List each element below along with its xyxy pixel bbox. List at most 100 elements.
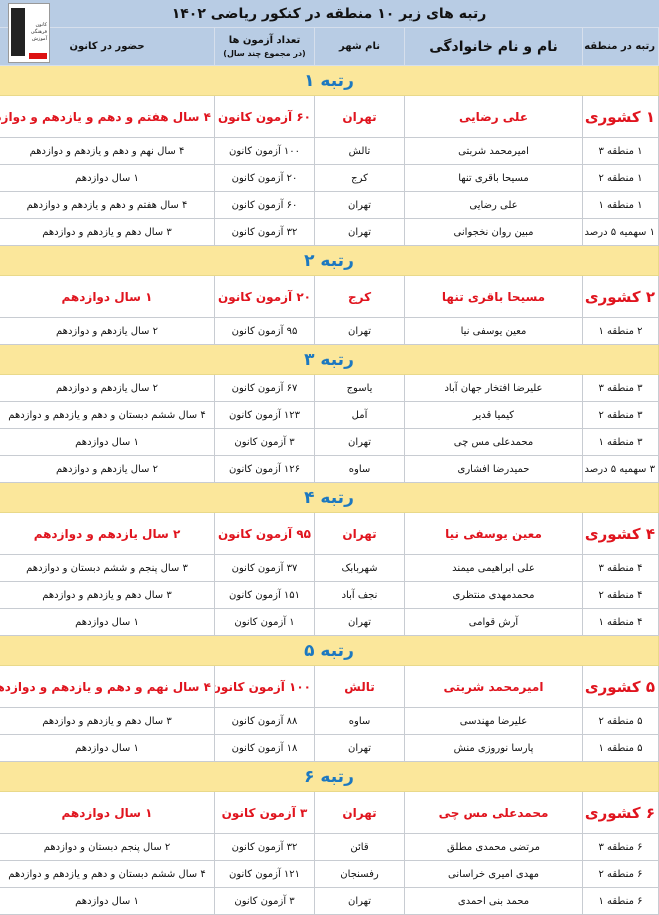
cell-rank: ۳ منطقه ۳ bbox=[582, 374, 659, 402]
cell-exams: ۳ آزمون کانون bbox=[214, 887, 315, 915]
cell-city: تهران bbox=[314, 317, 405, 345]
cell-attendance: ۳ سال دهم و یازدهم و دوازدهم bbox=[0, 218, 216, 246]
table-row: ۶ منطقه ۱ محمد بنی احمدی تهران ۳ آزمون کانو… bbox=[0, 887, 659, 915]
cell-exams: ۱۲۶ آزمون کانون bbox=[214, 455, 315, 483]
cell-rank: ۲ منطقه ۱ bbox=[582, 317, 659, 345]
cell-attendance: ۱ سال دوازدهم bbox=[0, 164, 216, 192]
cell-exams: ۱ آزمون کانون bbox=[214, 608, 315, 636]
cell-name: امیرمحمد شربتی bbox=[404, 137, 583, 165]
cell-name: علی ابراهیمی میمند bbox=[404, 554, 583, 582]
cell-city: تهران bbox=[314, 95, 405, 138]
cell-name: محمدعلی مس چی bbox=[404, 791, 583, 834]
rank-group-header: رتبه ۱ bbox=[0, 65, 659, 96]
cell-exams: ۳۲ آزمون کانون bbox=[214, 833, 315, 861]
table-row: ۱ منطقه ۲ مسیحا باقری تنها کرج ۲۰ آزمون کان… bbox=[0, 164, 659, 192]
cell-rank: ۳ منطقه ۱ bbox=[582, 428, 659, 456]
cell-rank: ۲ کشوری bbox=[582, 275, 659, 318]
cell-name: علی رضایی bbox=[404, 191, 583, 219]
title-row: رتبه های زیر ۱۰ منطقه در کنکور ریاضی ۱۴۰… bbox=[0, 0, 659, 28]
cell-name: علی رضایی bbox=[404, 95, 583, 138]
page-title: رتبه های زیر ۱۰ منطقه در کنکور ریاضی ۱۴۰… bbox=[0, 0, 659, 28]
cell-rank: ۶ منطقه ۳ bbox=[582, 833, 659, 861]
cell-exams: ۱۰۰ آزمون کانون bbox=[214, 137, 315, 165]
table-row: ۱ منطقه ۳ امیرمحمد شربتی تالش ۱۰۰ آزمون کان… bbox=[0, 137, 659, 165]
cell-rank: ۶ منطقه ۲ bbox=[582, 860, 659, 888]
cell-name: پارسا نوروزی منش bbox=[404, 734, 583, 762]
cell-city: تهران bbox=[314, 887, 405, 915]
cell-name: کیمیا قدیر bbox=[404, 401, 583, 429]
table-row: ۵ منطقه ۱ پارسا نوروزی منش تهران ۱۸ آزمون ک… bbox=[0, 734, 659, 762]
cell-rank: ۵ منطقه ۲ bbox=[582, 707, 659, 735]
cell-city: شهربابک bbox=[314, 554, 405, 582]
cell-city: تهران bbox=[314, 428, 405, 456]
table-row: ۲ منطقه ۱ معین یوسفی نیا تهران ۹۵ آزمون کان… bbox=[0, 317, 659, 345]
cell-city: نجف آباد bbox=[314, 581, 405, 609]
cell-rank: ۵ منطقه ۱ bbox=[582, 734, 659, 762]
cell-city: تهران bbox=[314, 608, 405, 636]
cell-name: محمدمهدی منتظری bbox=[404, 581, 583, 609]
cell-exams: ۲۰ آزمون کانون bbox=[214, 164, 315, 192]
cell-city: تهران bbox=[314, 218, 405, 246]
cell-rank: ۶ منطقه ۱ bbox=[582, 887, 659, 915]
cell-city: تهران bbox=[314, 734, 405, 762]
table-row: ۶ منطقه ۲ مهدی امیری خراسانی رفسنجان ۱۲۱ آز… bbox=[0, 860, 659, 888]
rank-group-title: رتبه ۱ bbox=[0, 65, 659, 96]
national-rank-row: ۵ کشوری امیرمحمد شربتی تالش ۱۰۰ آزمون کانون… bbox=[0, 665, 659, 708]
cell-exams: ۱۲۱ آزمون کانون bbox=[214, 860, 315, 888]
cell-name: حمیدرضا افشاری bbox=[404, 455, 583, 483]
cell-exams: ۱۸ آزمون کانون bbox=[214, 734, 315, 762]
rank-group-title: رتبه ۵ bbox=[0, 635, 659, 666]
rank-group-header: رتبه ۵ bbox=[0, 635, 659, 666]
cell-name: معین یوسفی نیا bbox=[404, 317, 583, 345]
cell-attendance: ۲ سال یازدهم و دوازدهم bbox=[0, 512, 216, 555]
cell-attendance: ۴ سال ششم دبستان و دهم و یازدهم و دوازده… bbox=[0, 860, 216, 888]
header-row: رتبه در منطقه نام و نام خانوادگی نام شهر… bbox=[0, 27, 659, 66]
header-city: نام شهر bbox=[314, 27, 405, 66]
cell-rank: ۴ کشوری bbox=[582, 512, 659, 555]
cell-attendance: ۱ سال دوازدهم bbox=[0, 275, 216, 318]
cell-exams: ۶۰ آزمون کانون bbox=[214, 191, 315, 219]
cell-exams: ۲۰ آزمون کانون bbox=[214, 275, 315, 318]
cell-rank: ۵ کشوری bbox=[582, 665, 659, 708]
header-exams-label: تعداد آزمون ها bbox=[228, 35, 301, 46]
cell-city: قائن bbox=[314, 833, 405, 861]
cell-attendance: ۱ سال دوازدهم bbox=[0, 791, 216, 834]
table-row: ۴ منطقه ۳ علی ابراهیمی میمند شهربابک ۳۷ آزم… bbox=[0, 554, 659, 582]
table-row: ۶ منطقه ۳ مرتضی محمدی مطلق قائن ۳۲ آزمون کا… bbox=[0, 833, 659, 861]
cell-attendance: ۲ سال یازدهم و دوازدهم bbox=[0, 455, 216, 483]
cell-city: آمل bbox=[314, 401, 405, 429]
table-row: ۳ منطقه ۳ علیرضا افتخار جهان آباد یاسوج ۶۷ … bbox=[0, 374, 659, 402]
cell-attendance: ۴ سال نهم و دهم و یازدهم و دوازدهم bbox=[0, 137, 216, 165]
cell-name: مسیحا باقری تنها bbox=[404, 164, 583, 192]
cell-attendance: ۲ سال یازدهم و دوازدهم bbox=[0, 317, 216, 345]
cell-rank: ۳ سهمیه ۵ درصد bbox=[582, 455, 659, 483]
cell-attendance: ۲ سال یازدهم و دوازدهم bbox=[0, 374, 216, 402]
cell-attendance: ۲ سال پنجم دبستان و دوازدهم bbox=[0, 833, 216, 861]
cell-name: محمدعلی مس چی bbox=[404, 428, 583, 456]
cell-attendance: ۱ سال دوازدهم bbox=[0, 734, 216, 762]
table-row: ۳ منطقه ۱ محمدعلی مس چی تهران ۳ آزمون کانون… bbox=[0, 428, 659, 456]
table-row: ۳ سهمیه ۵ درصد حمیدرضا افشاری ساوه ۱۲۶ آزمو… bbox=[0, 455, 659, 483]
graduate-figure-icon bbox=[11, 8, 25, 56]
cell-exams: ۸۸ آزمون کانون bbox=[214, 707, 315, 735]
cell-attendance: ۴ سال هفتم و دهم و یازدهم و دوازدهم bbox=[0, 191, 216, 219]
cell-attendance: ۴ سال نهم و دهم و یازدهم و دوازدهم bbox=[0, 665, 216, 708]
logo-tag bbox=[29, 53, 47, 59]
cell-name: علیرضا مهندسی bbox=[404, 707, 583, 735]
cell-exams: ۹۵ آزمون کانون bbox=[214, 512, 315, 555]
cell-exams: ۱۵۱ آزمون کانون bbox=[214, 581, 315, 609]
cell-attendance: ۳ سال پنجم و ششم دبستان و دوازدهم bbox=[0, 554, 216, 582]
cell-exams: ۳ آزمون کانون bbox=[214, 791, 315, 834]
header-name: نام و نام خانوادگی bbox=[404, 27, 583, 66]
cell-attendance: ۳ سال دهم و یازدهم و دوازدهم bbox=[0, 581, 216, 609]
cell-city: تهران bbox=[314, 512, 405, 555]
rank-group-header: رتبه ۶ bbox=[0, 761, 659, 792]
cell-name: محمد بنی احمدی bbox=[404, 887, 583, 915]
cell-attendance: ۱ سال دوازدهم bbox=[0, 608, 216, 636]
cell-name: معین یوسفی نیا bbox=[404, 512, 583, 555]
national-rank-row: ۱ کشوری علی رضایی تهران ۶۰ آزمون کانون ۴ سال… bbox=[0, 95, 659, 138]
rank-group-title: رتبه ۶ bbox=[0, 761, 659, 792]
table-row: ۵ منطقه ۲ علیرضا مهندسی ساوه ۸۸ آزمون کانون… bbox=[0, 707, 659, 735]
